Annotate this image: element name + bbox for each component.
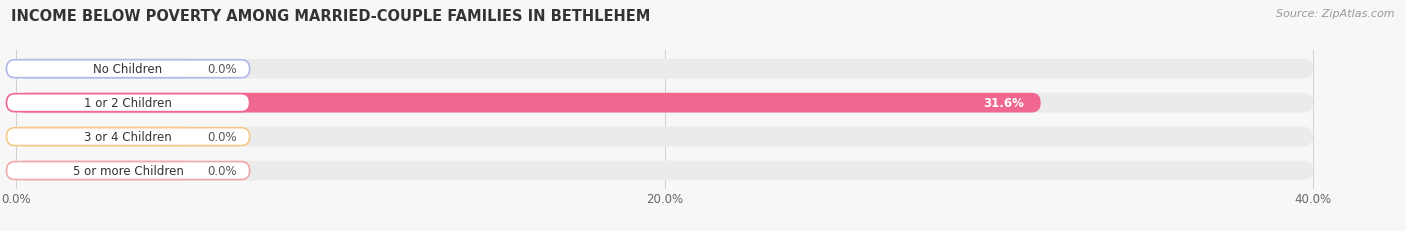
Text: 0.0%: 0.0% <box>208 131 238 143</box>
Text: 5 or more Children: 5 or more Children <box>73 164 184 177</box>
FancyBboxPatch shape <box>17 161 194 181</box>
Text: 1 or 2 Children: 1 or 2 Children <box>84 97 172 110</box>
Text: 31.6%: 31.6% <box>984 97 1025 110</box>
FancyBboxPatch shape <box>7 162 250 180</box>
Text: INCOME BELOW POVERTY AMONG MARRIED-COUPLE FAMILIES IN BETHLEHEM: INCOME BELOW POVERTY AMONG MARRIED-COUPL… <box>11 9 651 24</box>
FancyBboxPatch shape <box>7 128 250 146</box>
FancyBboxPatch shape <box>17 60 194 79</box>
FancyBboxPatch shape <box>7 61 250 78</box>
FancyBboxPatch shape <box>17 127 194 147</box>
Text: Source: ZipAtlas.com: Source: ZipAtlas.com <box>1277 9 1395 19</box>
FancyBboxPatch shape <box>17 93 1040 113</box>
FancyBboxPatch shape <box>17 161 1313 181</box>
Text: No Children: No Children <box>94 63 163 76</box>
FancyBboxPatch shape <box>17 127 1313 147</box>
Text: 0.0%: 0.0% <box>208 164 238 177</box>
Text: 3 or 4 Children: 3 or 4 Children <box>84 131 172 143</box>
FancyBboxPatch shape <box>7 94 250 112</box>
FancyBboxPatch shape <box>17 93 1313 113</box>
FancyBboxPatch shape <box>17 60 1313 79</box>
Text: 0.0%: 0.0% <box>208 63 238 76</box>
